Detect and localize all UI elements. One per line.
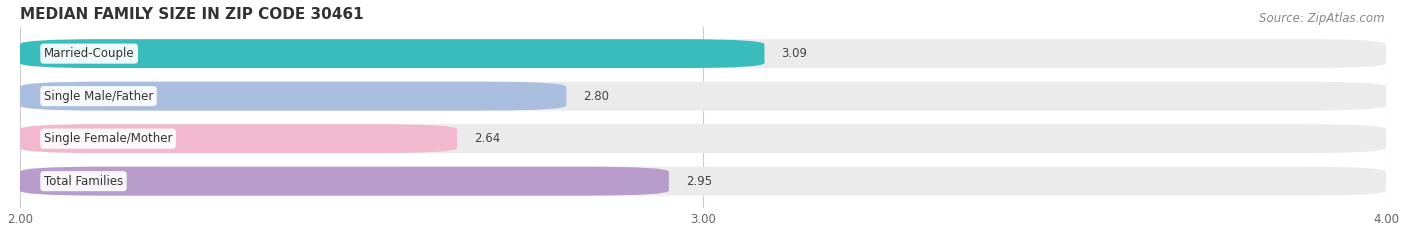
Text: 2.64: 2.64: [474, 132, 501, 145]
Text: Single Female/Mother: Single Female/Mother: [44, 132, 173, 145]
Text: 3.09: 3.09: [782, 47, 807, 60]
Text: Source: ZipAtlas.com: Source: ZipAtlas.com: [1260, 12, 1385, 25]
FancyBboxPatch shape: [20, 82, 567, 111]
FancyBboxPatch shape: [20, 167, 1386, 195]
Text: MEDIAN FAMILY SIZE IN ZIP CODE 30461: MEDIAN FAMILY SIZE IN ZIP CODE 30461: [20, 7, 364, 22]
FancyBboxPatch shape: [20, 82, 1386, 111]
Text: 2.80: 2.80: [583, 90, 609, 103]
FancyBboxPatch shape: [20, 124, 1386, 153]
Text: Total Families: Total Families: [44, 175, 124, 188]
Text: 2.95: 2.95: [686, 175, 711, 188]
Text: Single Male/Father: Single Male/Father: [44, 90, 153, 103]
Text: Married-Couple: Married-Couple: [44, 47, 135, 60]
FancyBboxPatch shape: [20, 39, 1386, 68]
FancyBboxPatch shape: [20, 124, 457, 153]
FancyBboxPatch shape: [20, 39, 765, 68]
FancyBboxPatch shape: [20, 167, 669, 195]
